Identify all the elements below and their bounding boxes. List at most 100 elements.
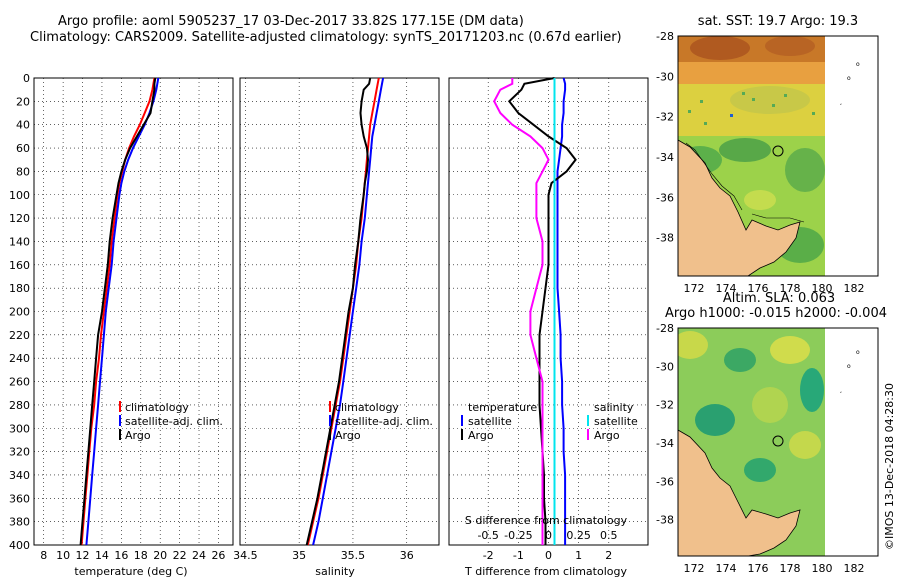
kermadec-islands: o xyxy=(856,349,860,356)
sst-patch xyxy=(765,36,815,56)
sla-eddy xyxy=(800,368,824,412)
difference-legend: temperature satellite Argo salinity sate… xyxy=(461,401,638,442)
sla-float-marker xyxy=(772,435,784,447)
x-tick-label: 16 xyxy=(114,549,128,562)
x-tick-label: 14 xyxy=(95,549,109,562)
map-x-tick-label: 180 xyxy=(812,282,833,295)
depth-tick-label: 300 xyxy=(9,422,30,435)
kermadec-islands: ‘ xyxy=(840,103,842,110)
x-tick-label: 12 xyxy=(76,549,90,562)
sst-patch xyxy=(785,148,825,192)
sla-map-frame xyxy=(677,327,879,557)
depth-tick-label: 20 xyxy=(16,95,30,108)
depth-axis-ticks: 0 20 40 60 80 100 120 140 160 180 200 220 240 260 280 3… xyxy=(9,72,30,552)
salinity-legend: climatology satellite-adj. clim. Argo xyxy=(329,401,433,442)
sla-eddy xyxy=(789,431,821,459)
map-x-tick-label: 174 xyxy=(716,282,737,295)
map-y-tick-label: -38 xyxy=(656,232,674,245)
x2-tick-label: -0.5 xyxy=(477,529,498,542)
sla-map-image: o o ‘ xyxy=(678,328,878,556)
map-y-tick-label: -32 xyxy=(656,399,674,412)
salinity-x-ticks: 34.5 35 35.5 36 xyxy=(233,549,414,562)
legend-label-satellite: satellite-adj. clim. xyxy=(125,415,223,428)
sla-eddy xyxy=(744,458,776,482)
title-line-1: Argo profile: aoml 5905237_17 03-Dec-201… xyxy=(58,14,524,29)
temperature-x-label: temperature (deg C) xyxy=(74,565,187,578)
sla-eddy xyxy=(770,336,810,364)
map-x-tick-label: 172 xyxy=(684,562,705,575)
legend-label-climatology: climatology xyxy=(335,401,399,414)
sst-patch xyxy=(730,86,810,114)
sla-eddy xyxy=(678,331,708,359)
legend-label-argo: Argo xyxy=(125,429,151,442)
map-x-tick-label: 178 xyxy=(780,562,801,575)
x-tick-label: 2 xyxy=(605,549,612,562)
depth-tick-label: 360 xyxy=(9,492,30,505)
map-y-tick-label: -34 xyxy=(656,437,674,450)
map-y-tick-label: -30 xyxy=(656,360,674,373)
sst-coastline xyxy=(685,142,805,223)
x-tick-label: 36 xyxy=(400,549,414,562)
map-y-tick-label: -34 xyxy=(656,151,674,164)
x-tick-label: 35 xyxy=(292,549,306,562)
depth-tick-label: 40 xyxy=(16,119,30,132)
sst-map-image: o o ‘ xyxy=(678,36,878,276)
map-y-tick-label: -36 xyxy=(656,475,674,488)
x-tick-label: 24 xyxy=(192,549,206,562)
sst-patch xyxy=(719,138,771,162)
sst-pixel xyxy=(704,122,707,125)
x-tick-label: 1 xyxy=(575,549,582,562)
legend-label-t-satellite: satellite xyxy=(468,415,512,428)
sst-map-frame xyxy=(677,35,879,277)
series-line-argo xyxy=(79,77,157,546)
temperature-series xyxy=(79,77,160,546)
map-x-tick-label: 176 xyxy=(748,282,769,295)
sst-pixel xyxy=(688,110,691,113)
salinity-series xyxy=(305,77,385,546)
sst-pixel xyxy=(752,98,755,101)
sst-pixel xyxy=(700,100,703,103)
salinity-grid xyxy=(240,78,439,545)
kermadec-islands: o xyxy=(847,75,851,82)
sst-nodata-strip xyxy=(825,36,878,276)
x-tick-label: 18 xyxy=(134,549,148,562)
map-x-tick-label: 180 xyxy=(812,562,833,575)
legend-label-satellite: satellite-adj. clim. xyxy=(335,415,433,428)
sla-land xyxy=(678,429,801,556)
map-x-tick-label: 178 xyxy=(780,282,801,295)
x-tick-label: 22 xyxy=(173,549,187,562)
difference-x-label: T difference from climatology xyxy=(464,565,627,578)
sla-eddy xyxy=(695,404,735,436)
map-x-tick-label: 182 xyxy=(844,562,865,575)
kermadec-islands: o xyxy=(856,61,860,68)
depth-tick-label: 60 xyxy=(16,142,30,155)
sst-patch xyxy=(744,190,776,210)
kermadec-islands: o xyxy=(847,363,851,370)
sst-patch xyxy=(690,36,750,60)
x-tick-label: 0 xyxy=(545,549,552,562)
depth-tick-label: 240 xyxy=(9,352,30,365)
map-x-tick-label: 176 xyxy=(748,562,769,575)
depth-tick-label: 0 xyxy=(23,72,30,85)
sst-pixel xyxy=(772,104,775,107)
legend-label-climatology: climatology xyxy=(125,401,189,414)
x-tick-label: 8 xyxy=(40,549,47,562)
legend-label-s-satellite: satellite xyxy=(594,415,638,428)
series-line-satellite-adj-clim- xyxy=(312,77,385,546)
watermark: ©IMOS 13-Dec-2018 04:28:30 xyxy=(883,383,896,550)
x2-tick-label: 0.25 xyxy=(566,529,591,542)
legend-label-s-argo: Argo xyxy=(594,429,620,442)
x-tick-label: -1 xyxy=(513,549,524,562)
map-x-tick-label: 182 xyxy=(844,282,865,295)
difference-x2-label: S difference from climatology xyxy=(465,514,628,527)
map-axis-ticks: 172 174 176 178 180 182 -28 -30 -32 -34 -36 -38 172 1… xyxy=(656,30,864,575)
map-x-tick-label: 172 xyxy=(684,282,705,295)
depth-tick-label: 120 xyxy=(9,212,30,225)
temperature-x-ticks: 8 10 12 14 16 18 20 22 24 26 xyxy=(40,549,225,562)
kermadec-islands: ‘ xyxy=(840,391,842,398)
x-tick-label: 10 xyxy=(56,549,70,562)
temperature-legend: climatology satellite-adj. clim. Argo xyxy=(119,401,223,442)
map-x-tick-label: 174 xyxy=(716,562,737,575)
sst-band-orange xyxy=(678,62,825,88)
